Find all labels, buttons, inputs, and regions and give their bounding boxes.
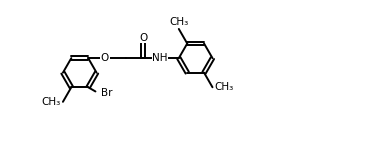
Text: O: O [101, 53, 109, 63]
Text: CH₃: CH₃ [214, 82, 234, 92]
Text: O: O [139, 33, 147, 43]
Text: CH₃: CH₃ [42, 97, 61, 107]
Text: Br: Br [101, 88, 113, 98]
Text: NH: NH [152, 53, 168, 63]
Text: CH₃: CH₃ [169, 17, 188, 27]
